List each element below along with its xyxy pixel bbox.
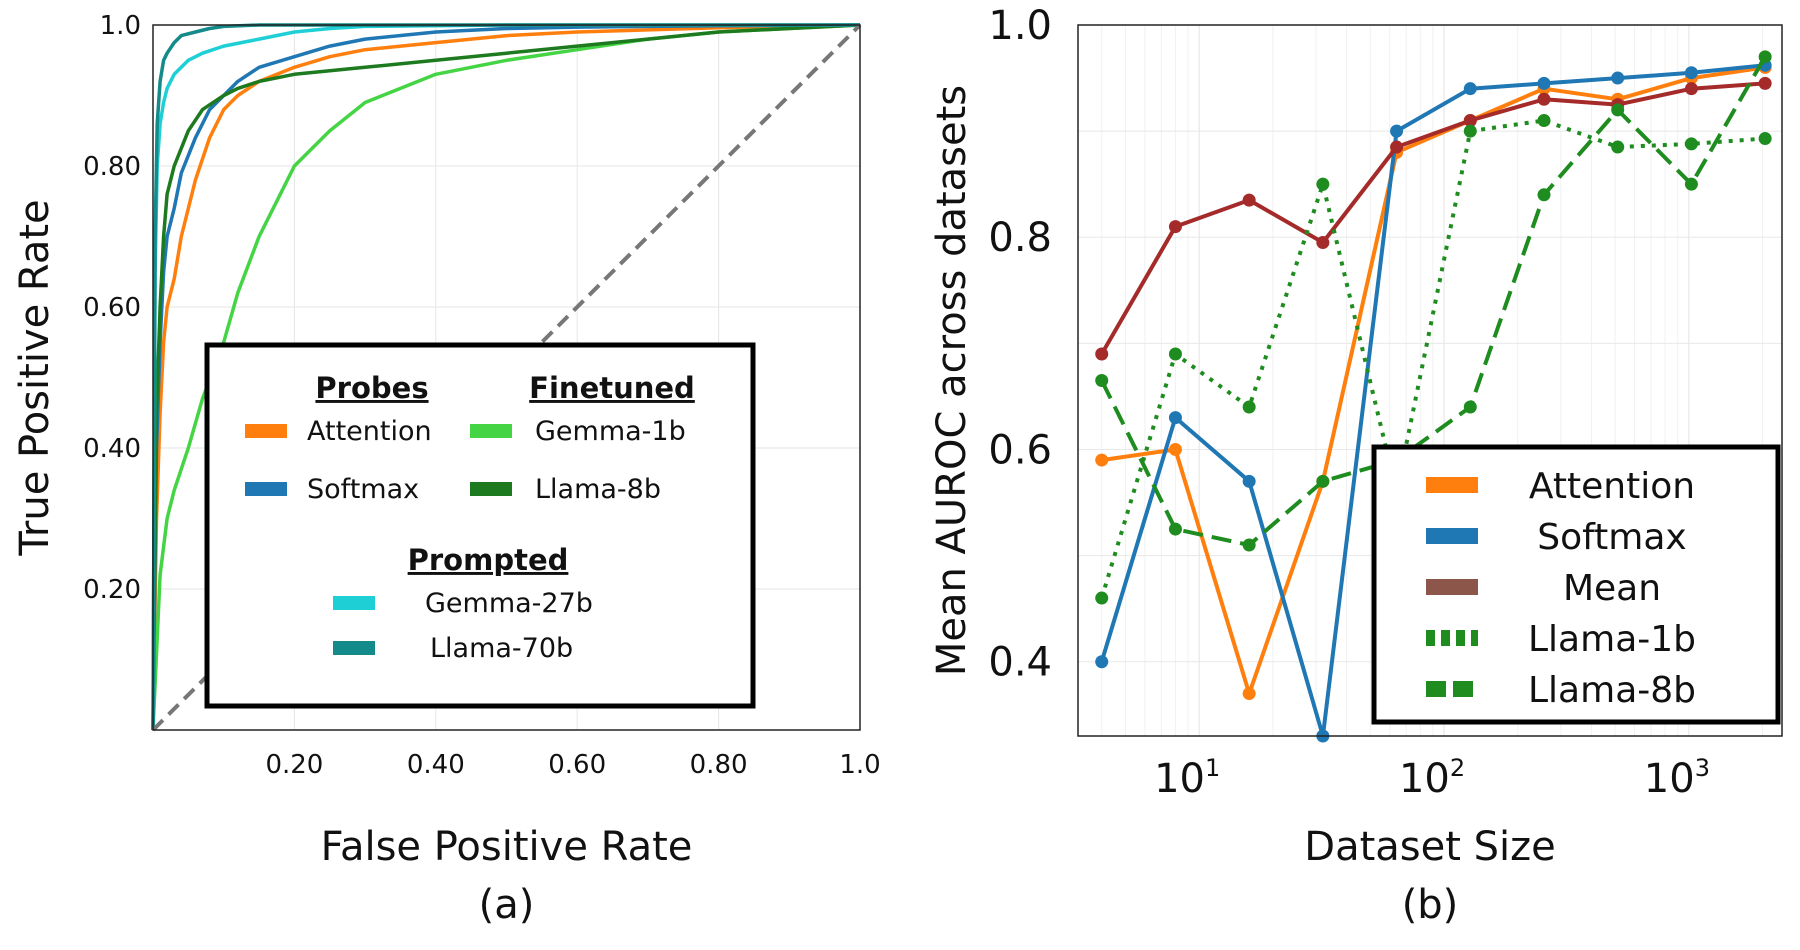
auroc-x-axis-label: Dataset Size: [1304, 824, 1555, 870]
roc-legend-label-gemma-27b: Gemma-27b: [425, 588, 593, 619]
auroc-point-mean: [1463, 114, 1477, 128]
auroc-point-llama-1b: [1611, 140, 1625, 154]
roc-x-axis-label: False Positive Rate: [321, 824, 693, 870]
auroc-point-llama-8b: [1684, 177, 1698, 191]
auroc-point-mean: [1390, 140, 1404, 154]
auroc-point-softmax: [1537, 76, 1551, 90]
auroc-series-llama-8b: [1099, 55, 1767, 547]
roc-plot-frame: [152, 24, 861, 731]
auroc-legend-label-softmax: Softmax: [1537, 517, 1686, 558]
auroc-point-mean: [1242, 193, 1256, 207]
auroc-point-softmax: [1168, 411, 1182, 425]
auroc-point-mean: [1095, 347, 1109, 361]
roc-legend-label-attention: Attention: [307, 416, 432, 447]
roc-legend-swatch-attention: [245, 424, 287, 438]
auroc-x-tick-label: 103: [1644, 754, 1710, 802]
roc-legend-swatch-llama-70b: [333, 641, 375, 655]
roc-y-tick-label: 1.0: [100, 11, 141, 41]
auroc-legend: Attention Softmax Mean Llama-1b Llama-8b: [1371, 444, 1781, 725]
roc-legend-label-llama-70b: Llama-70b: [430, 633, 573, 664]
roc-legend-box: [204, 342, 756, 709]
auroc-point-llama-1b: [1168, 347, 1182, 361]
roc-x-tick-label: 0.40: [407, 750, 465, 780]
roc-panel: 0.20 0.40 0.60 0.80 1.0 0.20 0.40 0.60 0.80 1.0 Fa…: [12, 11, 881, 928]
roc-legend-swatch-llama-8b: [470, 482, 512, 496]
roc-legend-swatch-softmax: [245, 482, 287, 496]
auroc-point-llama-1b: [1537, 114, 1551, 128]
roc-legend-swatch-gemma-27b: [333, 596, 375, 610]
auroc-y-tick-label: 0.4: [988, 640, 1052, 686]
roc-legend-swatch-gemma-1b: [470, 424, 512, 438]
roc-y-tick-label: 0.60: [83, 293, 141, 323]
auroc-point-mean: [1537, 92, 1551, 106]
roc-series-gemma-27b: [151, 23, 860, 731]
auroc-point-llama-1b: [1316, 177, 1330, 191]
roc-x-tick-label: 1.0: [839, 750, 880, 780]
auroc-point-llama-1b: [1684, 137, 1698, 151]
auroc-panel-label: (b): [1402, 882, 1459, 928]
auroc-x-tick-label: 102: [1399, 754, 1465, 802]
auroc-point-mean: [1316, 236, 1330, 250]
auroc-point-llama-8b: [1758, 50, 1772, 64]
roc-legend-heading-probes: Probes: [315, 371, 428, 405]
roc-legend-label-llama-8b: Llama-8b: [535, 474, 661, 505]
auroc-point-llama-8b: [1316, 474, 1330, 488]
auroc-point-llama-1b: [1758, 132, 1772, 146]
auroc-y-tick-label: 0.8: [988, 215, 1052, 261]
auroc-y-tick-label: 0.6: [988, 427, 1052, 473]
roc-x-tick-label: 0.60: [548, 750, 606, 780]
auroc-point-attention: [1095, 453, 1109, 467]
roc-legend: Probes Attention Softmax Finetuned Gemma-1b L…: [204, 342, 756, 709]
auroc-point-llama-8b: [1168, 522, 1182, 536]
roc-legend-heading-prompted: Prompted: [408, 543, 569, 577]
roc-series-llama-8b: [151, 23, 861, 731]
auroc-y-axis-label: Mean AUROC across datasets: [929, 85, 975, 676]
auroc-point-softmax: [1611, 71, 1625, 85]
auroc-point-mean: [1684, 82, 1698, 96]
roc-x-tick-label: 0.80: [690, 750, 748, 780]
auroc-point-softmax: [1684, 66, 1698, 80]
roc-panel-label: (a): [479, 882, 535, 928]
roc-y-tick-label: 0.80: [83, 152, 141, 182]
auroc-y-tick-label: 1.0: [988, 3, 1052, 49]
auroc-series-llama-1b: [1099, 118, 1766, 599]
auroc-point-llama-8b: [1611, 103, 1625, 117]
auroc-legend-label-llama-8b: Llama-8b: [1528, 670, 1696, 711]
roc-series-softmax: [151, 23, 861, 731]
auroc-series-mean: [1099, 81, 1766, 356]
auroc-point-llama-8b: [1537, 188, 1551, 202]
auroc-point-llama-1b: [1463, 124, 1477, 138]
auroc-point-mean: [1758, 76, 1772, 90]
auroc-point-softmax: [1390, 124, 1404, 138]
auroc-point-llama-8b: [1242, 538, 1256, 552]
roc-y-tick-label: 0.40: [83, 434, 141, 464]
roc-legend-heading-finetuned: Finetuned: [529, 371, 695, 405]
auroc-plot-frame: [1077, 24, 1783, 737]
auroc-point-attention: [1168, 442, 1182, 456]
auroc-point-llama-1b: [1242, 400, 1256, 414]
auroc-legend-label-llama-1b: Llama-1b: [1528, 619, 1696, 660]
auroc-point-mean: [1168, 220, 1182, 234]
auroc-point-llama-8b: [1463, 400, 1477, 414]
auroc-legend-label-mean: Mean: [1563, 568, 1661, 609]
auroc-x-tick-label: 101: [1154, 754, 1220, 802]
roc-y-tick-label: 0.20: [83, 575, 141, 605]
auroc-point-softmax: [1242, 474, 1256, 488]
roc-series-attention: [151, 23, 861, 731]
auroc-panel: 0.4 0.6 0.8 1.0 101 102 103 Dataset Size Mean AU…: [929, 3, 1783, 928]
roc-x-tick-label: 0.20: [265, 750, 323, 780]
auroc-point-softmax: [1095, 655, 1109, 669]
roc-legend-label-gemma-1b: Gemma-1b: [535, 416, 686, 447]
auroc-point-softmax: [1463, 82, 1477, 96]
roc-legend-label-softmax: Softmax: [307, 474, 419, 505]
auroc-series-attention: [1101, 65, 1766, 696]
auroc-point-attention: [1242, 687, 1256, 701]
roc-y-axis-label: True Positive Rate: [12, 199, 58, 556]
auroc-point-llama-1b: [1095, 591, 1109, 605]
auroc-point-llama-8b: [1095, 374, 1109, 387]
auroc-legend-label-attention: Attention: [1529, 466, 1695, 507]
auroc-series-softmax: [1099, 63, 1766, 738]
